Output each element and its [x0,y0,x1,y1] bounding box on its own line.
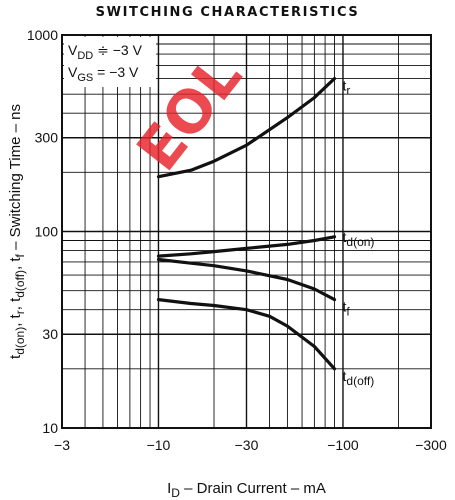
series-label-4: td(off) [343,368,375,388]
series-line-3 [156,257,337,302]
series-label-3: tf [343,299,351,319]
conditions-background [64,37,156,87]
x-tick-label: −10 [147,437,171,453]
axis-ticks: −3 −10 −30 −100 −300 10 30 100 300 1000 [27,27,447,453]
condition-line-1: VDD ≑ −3 V [68,42,143,62]
series-label-1: tr [343,78,351,98]
x-tick-label: −30 [235,437,259,453]
x-tick-label: −300 [415,437,447,453]
y-tick-label: 30 [42,326,58,342]
y-tick-label: 10 [42,420,58,436]
y-axis-label: td(on), tr, td(off), tf – Switching Time… [7,104,27,359]
data-series [156,77,337,371]
curve-labels: tr td(on) tf td(off) [343,78,375,388]
y-tick-label: 300 [35,130,59,146]
series-line-1 [156,77,337,179]
x-tick-label: −100 [327,437,359,453]
series-label-2: td(on) [343,229,375,249]
y-tick-label: 1000 [27,27,58,43]
condition-line-2: VGS = −3 V [68,64,139,84]
plot-frame [61,34,432,429]
y-tick-label: 100 [35,224,59,240]
x-axis-label: ID – Drain Current – mA [167,480,326,500]
series-line-2 [156,235,337,258]
series-line-4 [156,298,337,371]
x-tick-label: −3 [54,437,70,453]
chart-title: SWITCHING CHARACTERISTICS [95,5,360,20]
